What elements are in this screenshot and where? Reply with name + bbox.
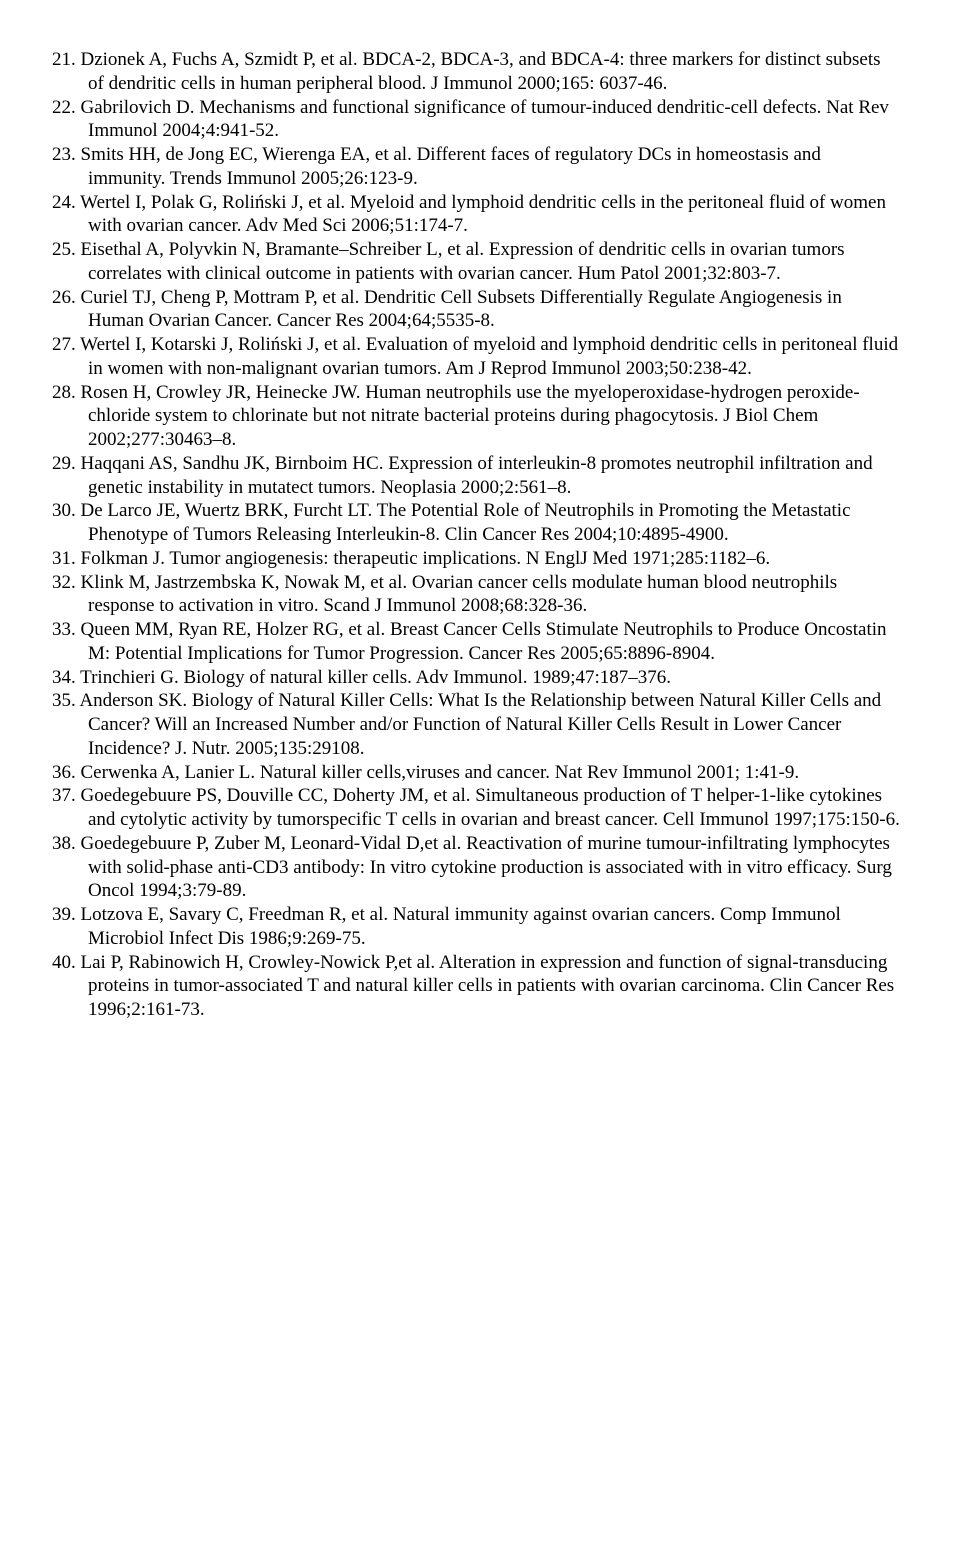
reference-item: Goedegebuure PS, Douville CC, Doherty JM… (52, 784, 900, 832)
reference-item: Haqqani AS, Sandhu JK, Birnboim HC. Expr… (52, 452, 900, 500)
reference-item: Rosen H, Crowley JR, Heinecke JW. Human … (52, 381, 900, 452)
reference-item: De Larco JE, Wuertz BRK, Furcht LT. The … (52, 499, 900, 547)
reference-item: Klink M, Jastrzembska K, Nowak M, et al.… (52, 571, 900, 619)
reference-item: Queen MM, Ryan RE, Holzer RG, et al. Bre… (52, 618, 900, 666)
reference-item: Wertel I, Kotarski J, Roliński J, et al.… (52, 333, 900, 381)
reference-item: Cerwenka A, Lanier L. Natural killer cel… (52, 761, 900, 785)
reference-item: Curiel TJ, Cheng P, Mottram P, et al. De… (52, 286, 900, 334)
reference-item: Lotzova E, Savary C, Freedman R, et al. … (52, 903, 900, 951)
reference-item: Folkman J. Tumor angiogenesis: therapeut… (52, 547, 900, 571)
reference-item: Dzionek A, Fuchs A, Szmidt P, et al. BDC… (52, 48, 900, 96)
reference-item: Trinchieri G. Biology of natural killer … (52, 666, 900, 690)
reference-item: Eisethal A, Polyvkin N, Bramante–Schreib… (52, 238, 900, 286)
reference-item: Gabrilovich D. Mechanisms and functional… (52, 96, 900, 144)
reference-item: Wertel I, Polak G, Roliński J, et al. My… (52, 191, 900, 239)
reference-list: Dzionek A, Fuchs A, Szmidt P, et al. BDC… (52, 48, 900, 1022)
reference-item: Goedegebuure P, Zuber M, Leonard-Vidal D… (52, 832, 900, 903)
reference-item: Lai P, Rabinowich H, Crowley-Nowick P,et… (52, 951, 900, 1022)
reference-item: Smits HH, de Jong EC, Wierenga EA, et al… (52, 143, 900, 191)
reference-item: Anderson SK. Biology of Natural Killer C… (52, 689, 900, 760)
